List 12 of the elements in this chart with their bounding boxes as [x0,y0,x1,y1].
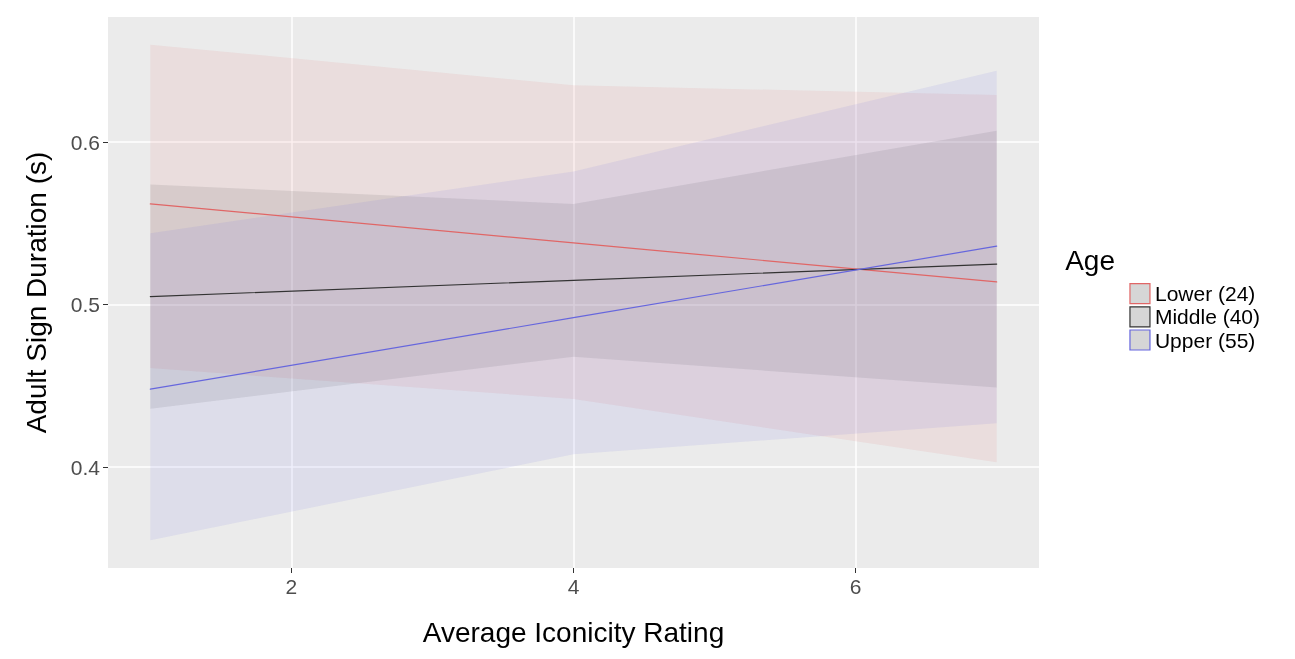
x-tick-label: 6 [849,575,862,598]
x-tick-label: 2 [285,575,298,598]
legend-title: Age [1065,244,1116,276]
y-tick-label: 0.5 [70,293,100,317]
y-tick-label: 0.6 [70,130,100,154]
legend-label: Upper (55) [1154,328,1256,352]
legend-label: Middle (40) [1154,305,1261,329]
y-tick-label: 0.4 [70,455,101,479]
y-axis-title: Adult Sign Duration (s) [20,151,52,434]
legend-label: Lower (24) [1154,282,1256,306]
x-tick-label: 4 [567,575,580,598]
x-axis-title: Average Iconicity Rating [422,616,725,648]
